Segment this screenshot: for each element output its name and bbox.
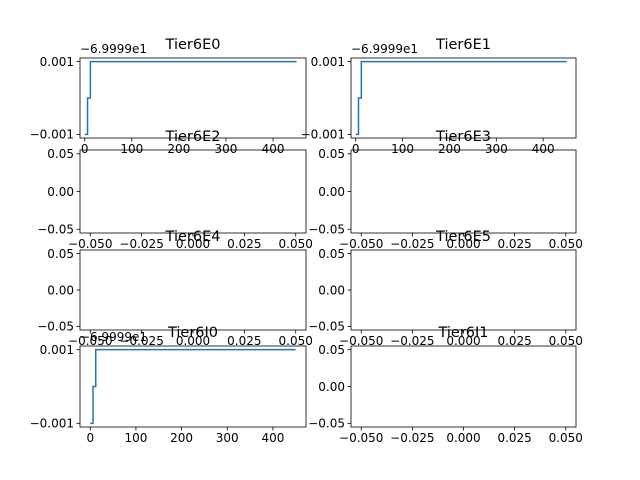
x-tick-label: −0.050 [339,334,383,348]
y-tick-label: 0.00 [318,185,345,199]
subplot-tier6e2: −0.050 −0.025 0.000 0.025 0.0500.050.00−0.05… [37,129,313,251]
offset-label: −6.9999e1 [80,42,147,56]
x-tick-label: 0.000 [446,334,480,348]
y-tick-label: 0.00 [47,283,74,297]
x-tick-label: 400 [261,431,284,445]
x-tick-label: 400 [532,142,555,156]
x-tick-label: 0.050 [279,334,313,348]
axes-frame [79,249,307,331]
x-tick-label: 0.025 [227,237,261,251]
x-tick-label: 0.050 [549,431,583,445]
y-tick-label: 0.05 [47,147,74,161]
axes-frame [350,149,577,234]
x-tick-label: 100 [124,431,147,445]
x-tick-label: −0.025 [390,431,434,445]
subplot-title: Tier6I0 [167,325,218,341]
x-tick-label: 200 [167,142,190,156]
y-tick-label: −0.05 [308,320,345,334]
x-tick-label: 400 [262,142,285,156]
offset-label: −6.9999e1 [80,330,147,344]
axes-frame [79,57,307,139]
y-tick-label: −0.05 [37,320,74,334]
y-tick-label: −0.05 [308,223,345,237]
subplot-tier6e0: 0 100 200 300 400 0.001 −0.001 −6.9999e1 Tier6E0 [30,37,307,156]
y-tick-label: 0.00 [47,185,74,199]
y-tick-label: 0.00 [318,380,345,394]
y-tick-label: 0.001 [311,55,345,69]
y-tick-label: 0.05 [318,343,345,357]
x-tick-label: −0.025 [119,237,163,251]
x-tick-label: 0 [352,142,360,156]
x-tick-label: 0.025 [497,334,531,348]
subplot-title: Tier6E3 [435,129,491,145]
y-tick-label: −0.05 [308,417,345,431]
y-tick-label: 0.001 [40,55,74,69]
x-tick-label: −0.050 [68,334,112,348]
subplot-tier6e3: −0.050 −0.025 0.000 0.025 0.0500.050.00−0.05… [308,129,583,251]
x-tick-label: 0.025 [227,334,261,348]
x-tick-label: 100 [120,142,143,156]
x-tick-label: 100 [391,142,414,156]
x-tick-label: 0.000 [446,431,480,445]
offset-label: −6.9999e1 [351,42,418,56]
y-tick-label: −0.001 [30,417,74,431]
series-line [84,60,297,136]
axes-frame [79,345,307,428]
axes-frame [350,57,577,139]
x-tick-label: 0.025 [497,431,531,445]
x-tick-label: −0.050 [339,431,383,445]
y-tick-label: 0.05 [318,247,345,261]
x-tick-label: −0.025 [390,334,434,348]
x-tick-label: −0.025 [119,334,163,348]
subplot-title: Tier6E5 [435,229,491,245]
subplot-title: Tier6E2 [165,129,221,145]
x-tick-label: 0.000 [176,334,210,348]
x-tick-label: 0 [86,431,94,445]
subplot-title: Tier6E0 [165,37,221,53]
y-tick-label: −0.001 [301,128,345,142]
y-tick-label: −0.05 [37,223,74,237]
x-tick-label: 0.050 [549,334,583,348]
subplot-title: Tier6E1 [435,37,491,53]
subplot-tier6e5: −0.050 −0.025 0.000 0.025 0.050 0.05 0.00 −0.05… [308,229,583,348]
x-tick-label: 200 [438,142,461,156]
subplot-tier6e4: −0.050 −0.025 0.000 0.025 0.050 0.05 0.00 −0.05… [37,229,313,348]
y-tick-label: 0.00 [318,283,345,297]
series-line [90,348,296,425]
subplot-title: Tier6I1 [437,325,488,341]
x-tick-label: 300 [215,142,238,156]
x-tick-label: 0 [81,142,89,156]
x-tick-label: 300 [216,431,239,445]
axes-frame [79,149,307,234]
x-tick-label: 0.000 [176,237,210,251]
x-tick-label: 300 [485,142,508,156]
y-tick-label: 0.001 [40,343,74,357]
y-tick-label: −0.001 [30,128,74,142]
y-tick-label: 0.05 [47,247,74,261]
y-tick-label: 0.05 [318,147,345,161]
x-tick-label: −0.050 [339,237,383,251]
x-tick-label: 0.050 [279,237,313,251]
x-tick-label: 0.050 [549,237,583,251]
axes-frame [350,345,577,428]
subplot-tier6i0: 0 100 200 300 400 0.001 −0.001 −6.9999e1 Tier6I0 [30,325,307,445]
x-tick-label: −0.025 [390,237,434,251]
x-tick-label: 200 [170,431,193,445]
subplot-tier6e1: 0 100 200 300 400 0.001 −0.001 −6.9999e1 Tier6E1 [301,37,577,156]
x-tick-label: 0.025 [497,237,531,251]
axes-frame [350,249,577,331]
series-line [355,60,567,136]
subplot-tier6i1: −0.050 −0.025 0.000 0.025 0.050 0.05 0.00 −0.05… [308,325,583,445]
x-tick-label: 0.000 [446,237,480,251]
x-tick-label: −0.050 [68,237,112,251]
subplot-title: Tier6E4 [165,229,221,245]
